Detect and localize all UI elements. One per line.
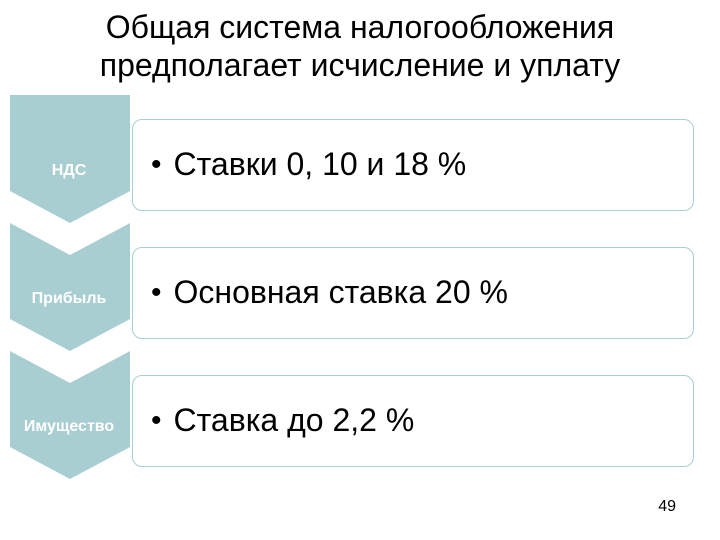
diagram-row: НДС • Ставки 0, 10 и 18 % — [10, 95, 720, 223]
content-box: • Основная ставка 20 % — [132, 247, 694, 339]
tax-diagram: НДС • Ставки 0, 10 и 18 % Прибыль • Осно… — [10, 95, 720, 479]
bullet-icon: • — [151, 406, 162, 436]
page-number: 49 — [658, 498, 676, 516]
chevron-label: Имущество — [10, 419, 128, 435]
content-box: • Ставка до 2,2 % — [132, 375, 694, 467]
bullet-icon: • — [151, 278, 162, 308]
chevron-shape — [10, 95, 130, 223]
content-text: Ставка до 2,2 % — [174, 402, 415, 439]
diagram-row: Прибыль • Основная ставка 20 % — [10, 223, 720, 351]
slide-title: Общая система налогообложения предполага… — [0, 0, 720, 91]
bullet-icon: • — [151, 150, 162, 180]
content-text: Основная ставка 20 % — [174, 274, 508, 311]
chevron-shape — [10, 223, 130, 351]
content-box: • Ставки 0, 10 и 18 % — [132, 119, 694, 211]
chevron-label: Прибыль — [10, 291, 128, 307]
chevron-label: НДС — [10, 163, 128, 179]
chevron-shape — [10, 351, 130, 479]
content-text: Ставки 0, 10 и 18 % — [174, 146, 467, 183]
diagram-row: Имущество • Ставка до 2,2 % — [10, 351, 720, 479]
